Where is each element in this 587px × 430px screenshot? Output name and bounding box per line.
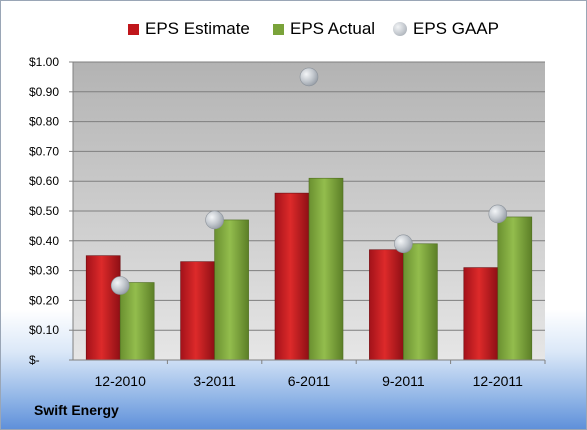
- y-tick-label: $0.80: [29, 115, 59, 129]
- legend-label-actual: EPS Actual: [290, 19, 376, 38]
- legend-item-eps-actual: EPS Actual: [273, 16, 375, 42]
- bar-eps-estimate: [180, 261, 215, 361]
- y-tick-label: $0.30: [29, 264, 59, 278]
- y-tick-label: $-: [29, 353, 40, 367]
- x-tick-label: 6-2011: [288, 373, 331, 389]
- y-tick-label: $0.90: [29, 85, 59, 99]
- marker-eps-gaap: [394, 234, 413, 254]
- bar-eps-estimate: [369, 249, 404, 361]
- y-axis-labels: $- $0.10 $0.20 $0.30 $0.40 $0.50 $0.60 $0.70 $0.…: [29, 55, 59, 367]
- marker-eps-gaap: [110, 276, 130, 295]
- bar-eps-actual: [497, 216, 533, 361]
- y-tick-label: $0.60: [29, 174, 59, 188]
- legend-swatch-actual: [273, 23, 284, 35]
- marker-eps-gaap: [299, 67, 319, 87]
- x-axis-labels: 12-2010 3-2011 6-2011 9-2011 12-2011: [95, 360, 546, 389]
- x-tick-label: 12-2010: [95, 373, 147, 389]
- bar-eps-actual: [403, 243, 438, 361]
- bar-eps-estimate: [274, 192, 310, 361]
- gaap-markers: [110, 67, 508, 295]
- y-tick-label: $0.40: [29, 234, 59, 248]
- bars: [85, 177, 533, 361]
- y-tick-label: $1.00: [29, 55, 59, 69]
- bar-eps-actual: [214, 219, 249, 361]
- legend: EPS Estimate EPS Actual EPS GAAP: [0, 16, 587, 42]
- x-tick-label: 9-2011: [382, 373, 425, 389]
- y-tick-label: $0.20: [29, 293, 59, 307]
- legend-item-eps-estimate: EPS Estimate: [128, 16, 250, 42]
- bar-eps-estimate: [463, 267, 499, 361]
- y-tick-label: $0.70: [29, 144, 59, 158]
- x-tick-label: 12-2011: [473, 373, 524, 389]
- legend-label-gaap: EPS GAAP: [413, 19, 499, 38]
- x-tick-label: 3-2011: [193, 373, 236, 389]
- marker-eps-gaap: [488, 204, 508, 224]
- legend-swatch-gaap: [393, 22, 407, 36]
- legend-swatch-estimate: [128, 23, 139, 35]
- legend-label-estimate: EPS Estimate: [145, 19, 250, 38]
- legend-item-eps-gaap: EPS GAAP: [393, 16, 499, 42]
- bar-eps-actual: [308, 177, 344, 361]
- y-tick-label: $0.10: [29, 323, 59, 337]
- bar-eps-estimate: [85, 255, 121, 361]
- y-tick-label: $0.50: [29, 204, 59, 218]
- company-name: Swift Energy: [34, 402, 119, 418]
- marker-eps-gaap: [205, 210, 224, 230]
- bar-eps-actual: [119, 282, 155, 361]
